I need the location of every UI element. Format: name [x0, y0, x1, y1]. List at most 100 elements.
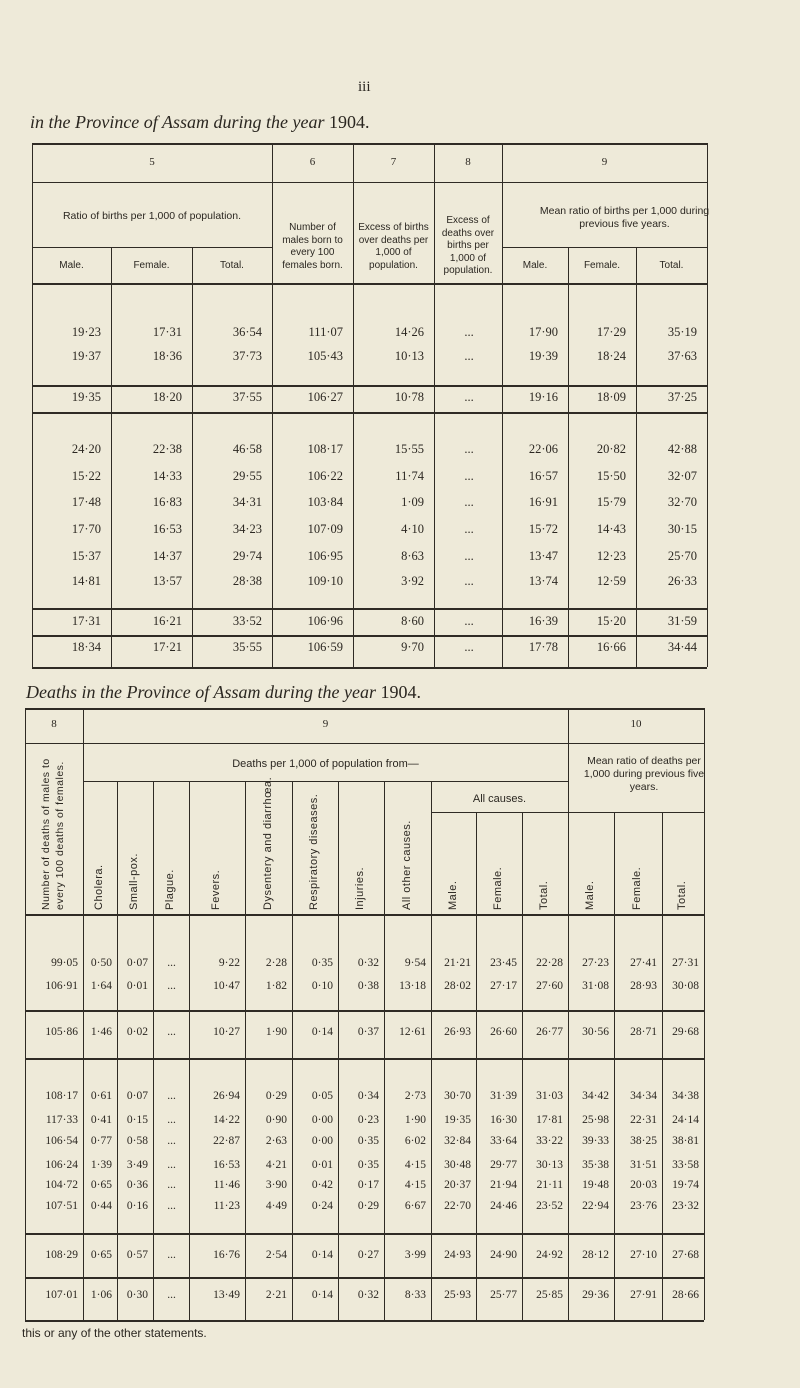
table-cell: 22·06 — [528, 442, 558, 456]
table-cell: 1·09 — [401, 495, 424, 509]
table-cell: 38·81 — [672, 1135, 699, 1147]
table-cell: 0·42 — [311, 1179, 333, 1191]
table-cell: 6·67 — [404, 1200, 426, 1212]
table-cell: 34·31 — [232, 495, 262, 509]
table-cell: 0·14 — [311, 1249, 333, 1261]
table-cell: 13·18 — [399, 980, 426, 992]
table-cell: ... — [167, 1026, 176, 1038]
table-cell: 37·55 — [232, 390, 262, 404]
table-cell: 17·29 — [596, 325, 626, 339]
table-cell: 1·90 — [404, 1114, 426, 1126]
table-cell: 23·52 — [536, 1200, 563, 1212]
header-mean-birth-ratio: Mean ratio of births per 1,000 during pr… — [539, 205, 710, 231]
table-cell: 20·37 — [444, 1179, 471, 1191]
table-cell: ... — [464, 522, 474, 536]
table-cell: 0·44 — [90, 1200, 112, 1212]
table-cell: 14·22 — [213, 1114, 240, 1126]
subheader-female: Female. — [133, 260, 170, 271]
table-cell: 107·51 — [45, 1200, 78, 1212]
table-cell: 0·36 — [126, 1179, 148, 1191]
header-column: Cholera. — [93, 864, 105, 910]
table-cell: 32·07 — [667, 469, 697, 483]
page-number: iii — [358, 79, 371, 95]
table-cell: 117·33 — [45, 1114, 78, 1126]
table-cell: ... — [464, 390, 474, 404]
table-rule — [568, 247, 569, 667]
table-cell: 108·17 — [45, 1090, 78, 1102]
table-cell: 1·82 — [265, 980, 287, 992]
table-cell: 6·02 — [404, 1135, 426, 1147]
table-cell: 108·29 — [45, 1249, 78, 1261]
table-cell: 33·52 — [232, 614, 262, 628]
table-cell: 0·90 — [265, 1114, 287, 1126]
table-cell: 0·32 — [357, 1289, 379, 1301]
table-cell: 31·08 — [582, 980, 609, 992]
table-cell: 35·38 — [582, 1159, 609, 1171]
table-rule — [32, 667, 707, 669]
table-cell: 38·25 — [630, 1135, 657, 1147]
table-cell: 106·27 — [307, 390, 343, 404]
table-cell: ... — [167, 1114, 176, 1126]
table-cell: 0·77 — [90, 1135, 112, 1147]
table-cell: 0·01 — [311, 1159, 333, 1171]
table-cell: 26·77 — [536, 1026, 563, 1038]
table-cell: 37·63 — [667, 349, 697, 363]
table-cell: 16·57 — [528, 469, 558, 483]
table-cell: 31·51 — [630, 1159, 657, 1171]
table-cell: 19·16 — [528, 390, 558, 404]
table-cell: 10·27 — [213, 1026, 240, 1038]
table-cell: 0·00 — [311, 1114, 333, 1126]
table-cell: 1·06 — [90, 1289, 112, 1301]
table-cell: 1·90 — [265, 1026, 287, 1038]
table-rule — [707, 143, 708, 667]
table-cell: 106·91 — [45, 980, 78, 992]
table-rule — [32, 608, 707, 610]
table-cell: 15·72 — [528, 522, 558, 536]
table-cell: 19·35 — [71, 390, 101, 404]
table-rule — [83, 781, 568, 782]
table-cell: ... — [464, 574, 474, 588]
table-cell: 0·01 — [126, 980, 148, 992]
table-rule — [32, 182, 707, 183]
table-cell: 2·21 — [265, 1289, 287, 1301]
table-cell: 0·35 — [357, 1135, 379, 1147]
table-cell: 0·37 — [357, 1026, 379, 1038]
subheader-male: Male. — [59, 260, 84, 271]
table-cell: ... — [167, 957, 176, 969]
table-cell: 0·29 — [357, 1200, 379, 1212]
header-column: Male. — [446, 880, 459, 910]
table-cell: 46·58 — [232, 442, 262, 456]
subheader-total: Total. — [659, 260, 684, 271]
table-rule — [25, 1320, 704, 1322]
table-cell: 0·65 — [90, 1179, 112, 1191]
table-cell: 107·01 — [45, 1289, 78, 1301]
table-cell: 14·37 — [152, 549, 182, 563]
table-rule — [25, 708, 704, 710]
table-cell: 21·11 — [536, 1179, 563, 1191]
table-cell: 18·24 — [596, 349, 626, 363]
table-cell: 33·58 — [672, 1159, 699, 1171]
table-cell: ... — [167, 1135, 176, 1147]
table-rule — [431, 781, 432, 1320]
table-rule — [153, 781, 154, 1320]
table-cell: 4·21 — [265, 1159, 287, 1171]
table-cell: 4·15 — [404, 1179, 426, 1191]
table-cell: 0·17 — [357, 1179, 379, 1191]
table-cell: 39·33 — [582, 1135, 609, 1147]
subheader-total: Total. — [220, 260, 244, 271]
table-rule — [272, 143, 273, 667]
table-cell: 24·90 — [490, 1249, 517, 1261]
table-cell: 26·94 — [213, 1090, 240, 1102]
table-rule — [32, 247, 272, 248]
table-cell: ... — [464, 495, 474, 509]
table-cell: 17·90 — [528, 325, 558, 339]
table-cell: 25·70 — [667, 549, 697, 563]
table-cell: 17·31 — [71, 614, 101, 628]
table-cell: 12·61 — [399, 1026, 426, 1038]
table-cell: 13·57 — [152, 574, 182, 588]
table-cell: 24·46 — [490, 1200, 517, 1212]
table-rule — [25, 1277, 704, 1279]
table-cell: 12·23 — [596, 549, 626, 563]
table-cell: 29·77 — [490, 1159, 517, 1171]
table-cell: 22·87 — [213, 1135, 240, 1147]
